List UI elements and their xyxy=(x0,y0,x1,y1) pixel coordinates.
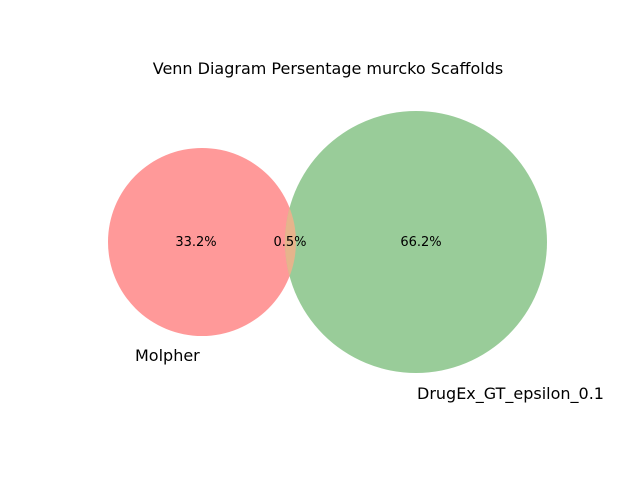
diagram-title: Venn Diagram Persentage murcko Scaffolds xyxy=(153,59,504,78)
molpher-circle xyxy=(108,148,296,336)
drugex-circle xyxy=(285,111,547,373)
drugex-set-label: DrugEx_GT_epsilon_0.1 xyxy=(417,384,604,404)
region-left-only-label: 33.2% xyxy=(175,235,216,250)
region-right-only-label: 66.2% xyxy=(400,235,441,250)
molpher-set-label: Molpher xyxy=(135,346,200,365)
region-overlap-label: 0.5% xyxy=(273,235,306,250)
